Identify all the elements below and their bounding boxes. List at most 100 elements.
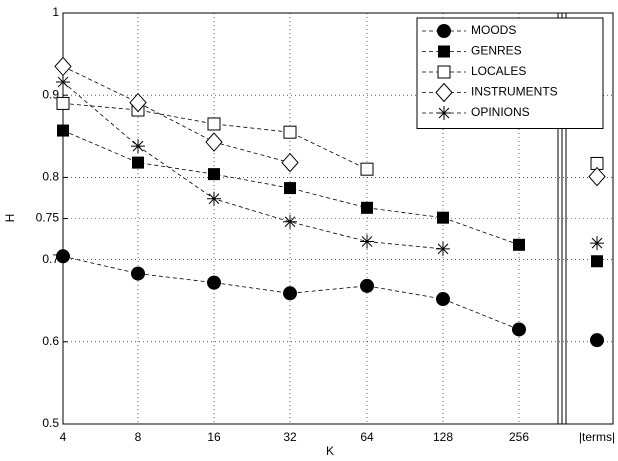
marker-shape <box>56 75 70 90</box>
marker-shape <box>207 117 221 131</box>
marker-shape <box>131 139 145 154</box>
marker <box>208 168 220 181</box>
x-tick-label: 8 <box>135 430 142 444</box>
marker-shape <box>360 278 374 293</box>
x-tick-label: 16 <box>207 430 221 444</box>
marker-shape <box>590 333 604 348</box>
marker <box>436 292 450 307</box>
marker <box>284 182 296 195</box>
marker <box>132 156 144 169</box>
marker-shape <box>54 56 72 77</box>
marker-shape <box>435 82 453 103</box>
marker-shape <box>590 236 604 251</box>
marker-shape <box>129 92 147 113</box>
marker-shape <box>207 275 221 290</box>
marker <box>437 65 451 79</box>
marker-shape <box>205 132 223 152</box>
x-tick-label: 128 <box>433 430 453 444</box>
marker <box>588 166 606 187</box>
marker-shape <box>513 238 525 251</box>
marker-shape <box>284 182 296 195</box>
marker <box>131 266 145 281</box>
marker-shape <box>56 96 70 110</box>
marker <box>56 75 70 90</box>
marker <box>281 152 299 173</box>
marker <box>131 139 145 154</box>
marker-shape <box>588 166 606 187</box>
marker-shape <box>208 168 220 181</box>
marker <box>56 96 70 110</box>
marker-shape <box>436 292 450 307</box>
series-line <box>62 66 291 163</box>
y-tick-label: 1 <box>52 5 59 19</box>
marker <box>361 201 373 214</box>
marker-shape <box>281 152 299 173</box>
x-axis-label: K <box>326 444 334 458</box>
y-axis-label: H <box>3 214 17 223</box>
marker <box>207 117 221 131</box>
marker-shape <box>360 162 374 176</box>
x-tick-label: 256 <box>509 430 529 444</box>
marker <box>513 238 525 251</box>
marker <box>437 24 451 38</box>
marker-shape <box>591 255 603 268</box>
y-tick-label: 0.75 <box>36 211 60 225</box>
marker <box>56 249 70 264</box>
marker <box>512 322 526 337</box>
marker <box>437 211 449 224</box>
marker-shape <box>283 125 297 139</box>
legend-label: OPINIONS <box>471 105 530 119</box>
marker-shape <box>437 106 451 120</box>
marker-shape <box>437 24 451 38</box>
marker-shape <box>207 191 221 206</box>
marker <box>437 106 451 120</box>
marker <box>438 45 450 58</box>
marker-shape <box>283 214 297 229</box>
x-tick-label: |terms| <box>579 430 615 444</box>
y-tick-label: 0.8 <box>42 170 59 184</box>
series-line <box>62 103 368 170</box>
marker <box>591 255 603 268</box>
marker <box>207 275 221 290</box>
legend-label: INSTRUMENTS <box>471 85 558 99</box>
marker-shape <box>438 45 450 58</box>
legend-label: LOCALES <box>471 64 526 78</box>
marker-shape <box>131 266 145 281</box>
legend-label: MOODS <box>471 23 516 37</box>
marker-shape <box>361 201 373 214</box>
marker <box>590 236 604 251</box>
y-tick-label: 0.7 <box>42 252 59 266</box>
marker <box>129 92 147 113</box>
x-tick-label: 4 <box>60 430 67 444</box>
marker <box>590 333 604 348</box>
marker-shape <box>436 241 450 256</box>
x-tick-label: 64 <box>360 430 374 444</box>
marker-shape <box>437 211 449 224</box>
y-tick-label: 0.6 <box>42 334 59 348</box>
marker <box>207 191 221 206</box>
y-tick-label: 0.5 <box>42 416 59 430</box>
marker <box>283 214 297 229</box>
marker-shape <box>56 249 70 264</box>
marker-shape <box>57 124 69 137</box>
marker <box>205 132 223 152</box>
marker-shape <box>512 322 526 337</box>
marker <box>360 162 374 176</box>
marker-shape <box>437 65 451 79</box>
y-tick-label: 0.9 <box>42 87 59 101</box>
marker <box>435 82 453 103</box>
marker <box>360 278 374 293</box>
series-line <box>62 81 444 250</box>
marker-shape <box>360 234 374 249</box>
x-tick-label: 32 <box>283 430 297 444</box>
legend-label: GENRES <box>471 44 522 58</box>
marker <box>54 56 72 77</box>
marker <box>283 125 297 139</box>
marker <box>436 241 450 256</box>
marker-shape <box>283 286 297 301</box>
marker <box>360 234 374 249</box>
marker <box>57 124 69 137</box>
marker <box>283 286 297 301</box>
marker-shape <box>132 156 144 169</box>
